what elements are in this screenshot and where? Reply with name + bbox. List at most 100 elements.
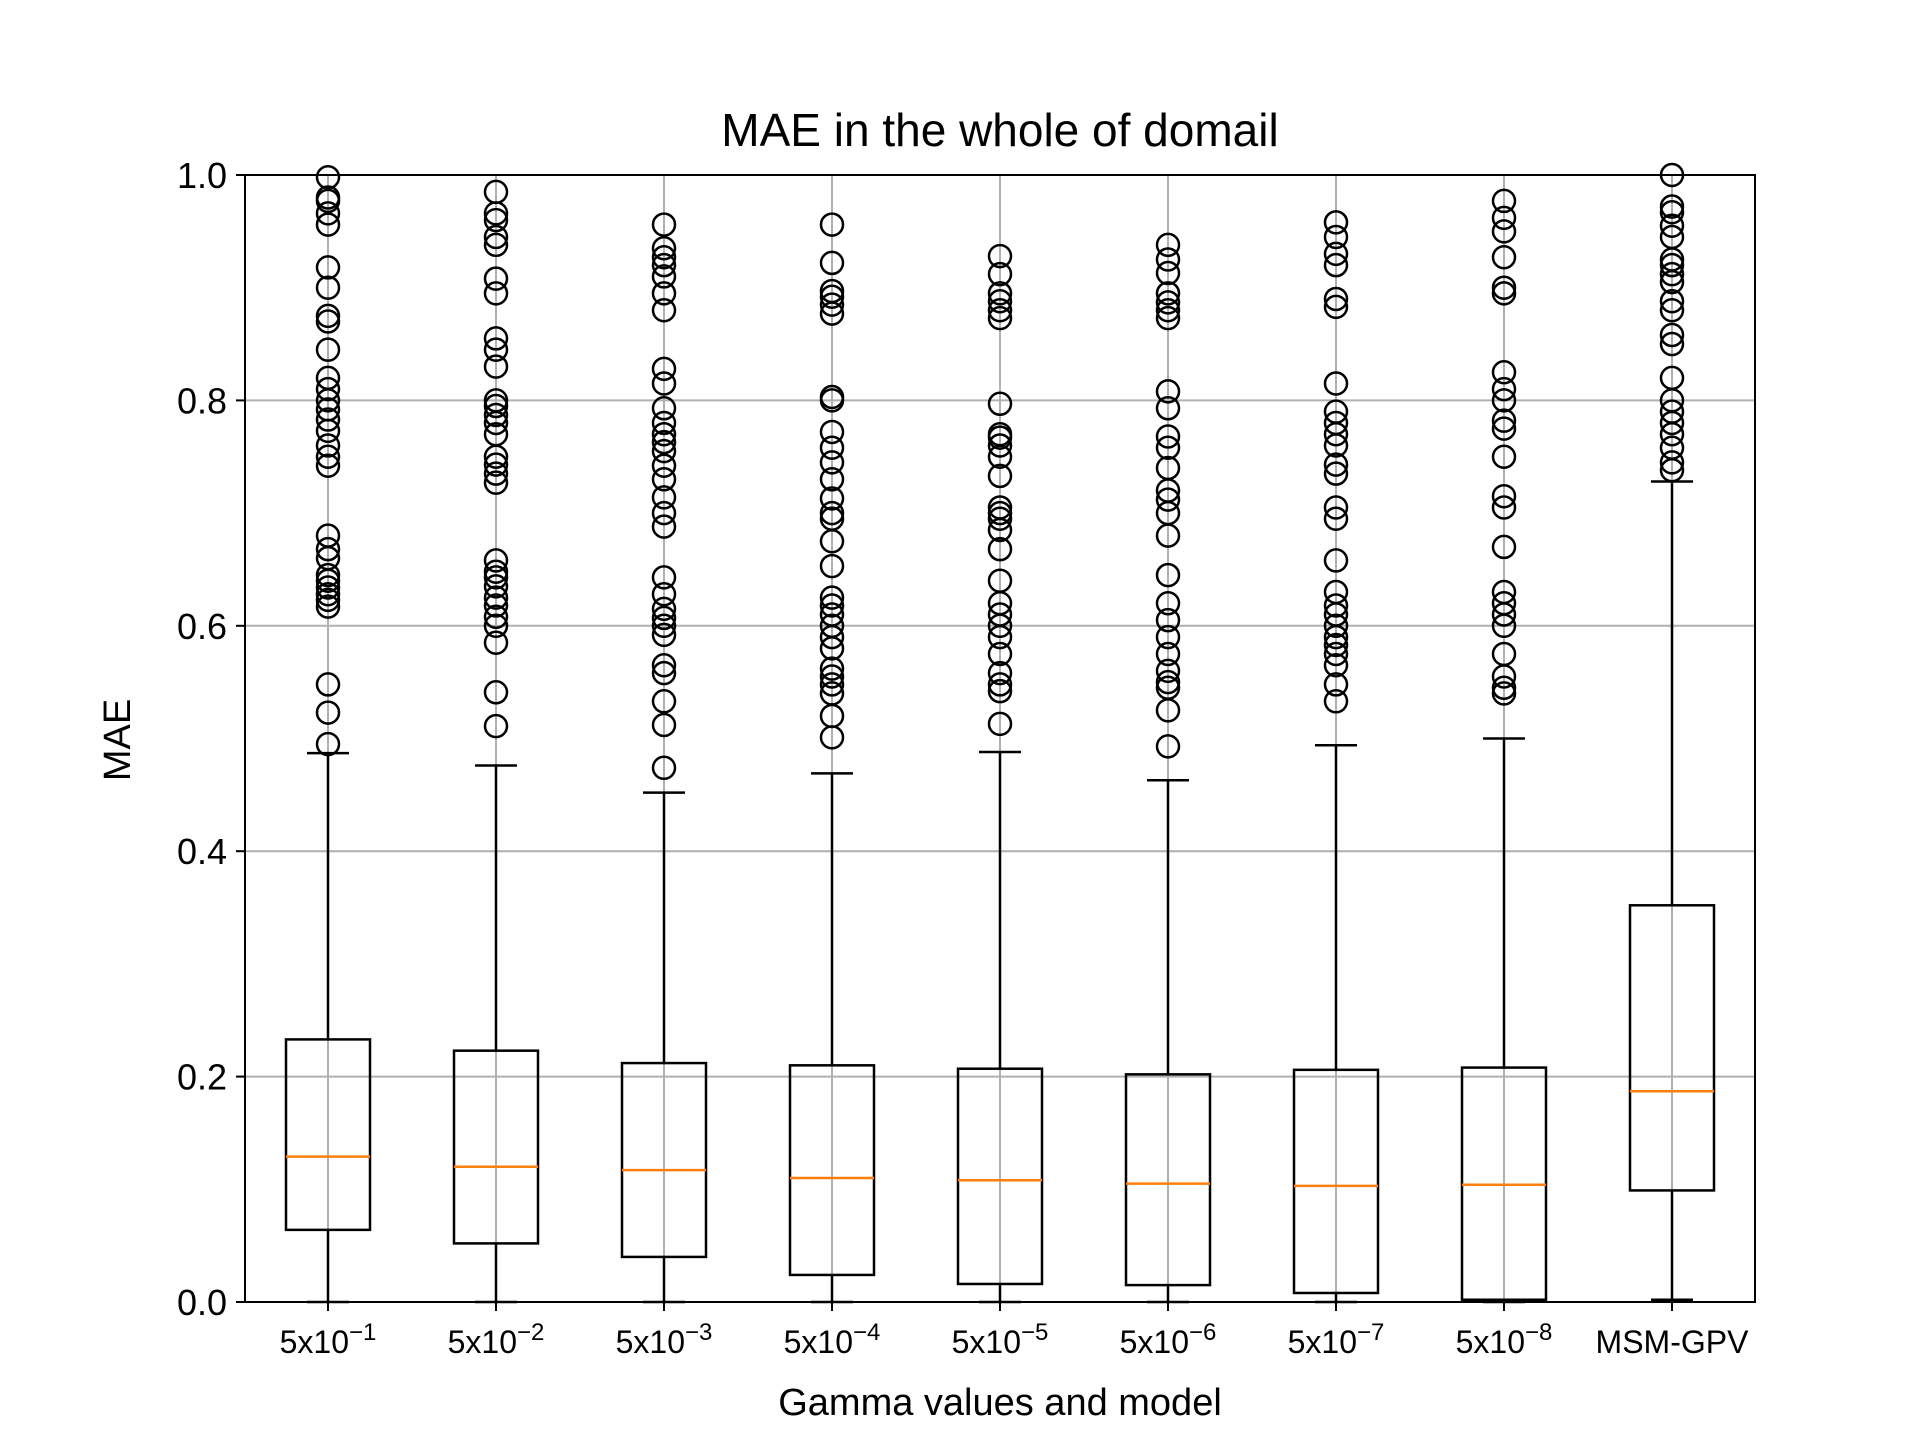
y-axis-label: MAE [97,699,139,781]
outlier-point [1155,435,1181,460]
x-tick-exponent: −8 [1525,1319,1552,1346]
outlier-point [651,622,677,648]
outlier-point [1155,297,1181,323]
outlier-point [1491,591,1517,616]
outlier-point [483,613,509,639]
outlier-point [1155,607,1181,633]
outlier-point [819,613,845,639]
outlier-point [651,212,677,237]
outlier-point [987,536,1013,562]
outlier-point [1323,371,1349,396]
outlier-point [651,467,677,492]
outlier-point [1491,483,1517,509]
outlier-point [1491,245,1517,270]
outlier-point [1323,548,1349,573]
outlier-point [987,568,1013,593]
outlier-point [1491,495,1517,520]
outlier-point [651,252,677,278]
iqr-box [956,1067,1044,1286]
outlier-point [1491,675,1517,701]
outlier-point [651,371,677,396]
outlier-point [1323,652,1349,678]
outlier-point [1491,388,1517,413]
outlier-point [819,384,845,410]
outlier-point [1155,290,1181,315]
outlier-point [1323,506,1349,531]
outlier-point [315,303,341,329]
outlier-point [819,672,845,697]
outlier-point [1659,224,1685,250]
outlier-point [1659,331,1685,357]
x-tick-label: 5x10−4 [784,1319,881,1360]
outlier-point [1155,305,1181,331]
outlier-point [483,179,509,205]
outlier-point [1323,252,1349,278]
outlier-point [987,261,1013,287]
outlier-point [315,255,341,280]
x-tick-label: MSM-GPV [1596,1324,1750,1360]
chart-title: MAE in the whole of domail [721,104,1278,156]
outlier-point [651,356,677,382]
outlier-point [1155,260,1181,286]
outlier-point [1323,410,1349,436]
outlier-point [651,485,677,510]
outlier-point [315,365,341,391]
outlier-point [1155,562,1181,588]
x-tick-label: 5x10−6 [1120,1319,1217,1360]
outlier-point [987,602,1013,627]
outlier-point [483,354,509,379]
outlier-point [987,297,1013,323]
outlier-point [1323,613,1349,639]
y-tick-label: 0.6 [177,606,227,647]
outlier-point [819,681,845,706]
outlier-point [315,165,341,190]
outlier-point [651,613,677,639]
outlier-point [1155,591,1181,616]
x-tick-exponent: −4 [853,1319,880,1346]
outlier-point [1323,210,1349,235]
outlier-point [819,450,845,475]
outlier-point [1155,247,1181,272]
iqr-box [1628,904,1716,1192]
outlier-point [819,250,845,276]
outlier-point [651,712,677,738]
outlier-point [987,672,1013,697]
outlier-point [1155,658,1181,684]
outlier-point [1323,593,1349,618]
outlier-point [1659,297,1685,323]
outlier-point [1155,281,1181,306]
outlier-point [987,506,1013,531]
outlier-point [651,297,677,323]
outlier-point [651,514,677,539]
outlier-point [819,419,845,445]
outlier-point [1491,408,1517,433]
outlier-point [315,453,341,479]
outlier-point [1323,399,1349,424]
outlier-point [819,467,845,492]
outlier-point [315,407,341,432]
outlier-point [987,391,1013,417]
y-tick-label: 0.0 [177,1282,227,1323]
outlier-point [819,593,845,618]
outlier-point [315,397,341,422]
outlier-point [819,278,845,304]
outlier-point [483,326,509,351]
x-tick-exponent: −7 [1357,1319,1384,1346]
outlier-point [483,470,509,495]
outlier-point [987,463,1013,489]
outlier-point [819,292,845,317]
outlier-point [1323,224,1349,250]
outlier-point [1155,734,1181,759]
outlier-point [483,207,509,233]
outlier-point [483,388,509,413]
outlier-point [651,410,677,436]
outlier-point [987,281,1013,306]
outlier-point [819,486,845,511]
outlier-point [1155,424,1181,449]
outlier-point [1659,261,1685,287]
outlier-point [483,232,509,258]
outlier-point [987,711,1013,737]
outlier-point [651,652,677,678]
